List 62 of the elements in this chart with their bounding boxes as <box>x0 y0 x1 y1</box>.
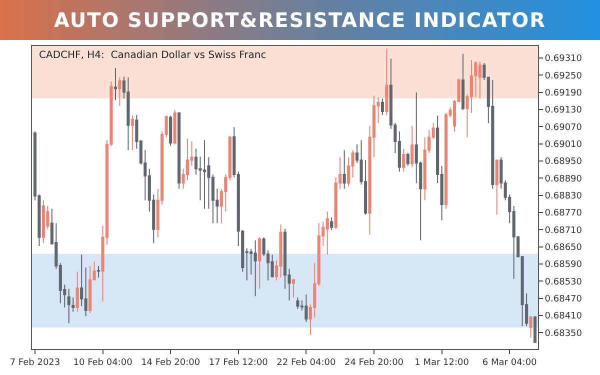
y-tick-label: 0.69010 <box>544 140 582 150</box>
candlestick <box>330 216 334 231</box>
candlestick <box>342 150 346 190</box>
candlestick <box>326 211 329 256</box>
x-tick-label: 10 Feb 04:00 <box>73 358 133 368</box>
x-tick-label: 24 Feb 20:00 <box>344 358 404 368</box>
candlestick <box>534 316 537 343</box>
y-tick-label: 0.69190 <box>544 88 582 98</box>
candlestick <box>130 115 134 151</box>
candlestick <box>67 288 70 324</box>
candlestick <box>380 98 384 116</box>
candlestick <box>491 80 494 190</box>
candlestick <box>42 200 45 244</box>
candlestick <box>88 266 92 314</box>
y-tick-label: 0.68830 <box>544 192 582 202</box>
y-tick-label: 0.68410 <box>544 312 582 322</box>
candlestick <box>118 76 122 106</box>
candlestick <box>529 316 532 338</box>
y-tick-label: 0.68530 <box>544 277 582 288</box>
y-tick-label: 0.69130 <box>544 106 582 116</box>
x-tick-label: 6 Mar 04:00 <box>482 358 538 368</box>
candlestick <box>270 254 274 278</box>
candlestick <box>461 53 465 111</box>
y-tick-label: 0.68590 <box>544 260 582 270</box>
candlestick <box>178 112 181 190</box>
candlestick <box>76 271 79 312</box>
y-tick-label: 0.69250 <box>544 71 582 82</box>
chart-subtitle: CADCHF, H4: Canadian Dollar vs Swiss Franc <box>39 50 266 61</box>
y-tick-label: 0.68890 <box>544 174 582 184</box>
candlestick <box>114 68 118 101</box>
candlestick <box>169 115 172 146</box>
y-tick-label: 0.68770 <box>544 208 582 219</box>
y-tick-label: 0.69070 <box>544 122 582 133</box>
x-tick-label: 1 Mar 12:00 <box>414 358 470 368</box>
candlestick <box>410 125 414 168</box>
candlestick <box>406 152 410 166</box>
candlestick <box>202 140 206 210</box>
candlestick <box>292 278 296 298</box>
y-tick-label: 0.68350 <box>544 328 582 339</box>
y-tick-label: 0.68470 <box>544 294 582 305</box>
candlestick <box>385 48 388 116</box>
x-tick-label: 7 Feb 2023 <box>10 358 60 368</box>
candlestick <box>304 294 308 322</box>
x-tick-label: 14 Feb 20:00 <box>141 358 200 368</box>
x-tick-label: 22 Feb 04:00 <box>276 358 336 368</box>
candlestick <box>126 76 130 151</box>
candlestick <box>258 236 262 290</box>
y-tick-label: 0.68650 <box>544 243 582 254</box>
candlestick <box>279 224 282 278</box>
candlestick <box>173 110 176 145</box>
candlestick <box>296 297 300 310</box>
candlestick <box>254 240 257 297</box>
candlestick <box>72 297 75 312</box>
chart-title: AUTO SUPPORT&RESISTANCE INDICATOR <box>0 0 600 40</box>
y-tick-label: 0.68950 <box>544 157 582 168</box>
candlestick <box>478 60 482 100</box>
candlestick <box>495 160 498 216</box>
y-tick-label: 0.68710 <box>544 226 582 236</box>
y-tick-label: 0.69310 <box>544 54 582 64</box>
x-tick-label: 17 Feb 12:00 <box>208 358 268 368</box>
candlestick <box>402 148 406 172</box>
candlestick <box>97 266 100 278</box>
